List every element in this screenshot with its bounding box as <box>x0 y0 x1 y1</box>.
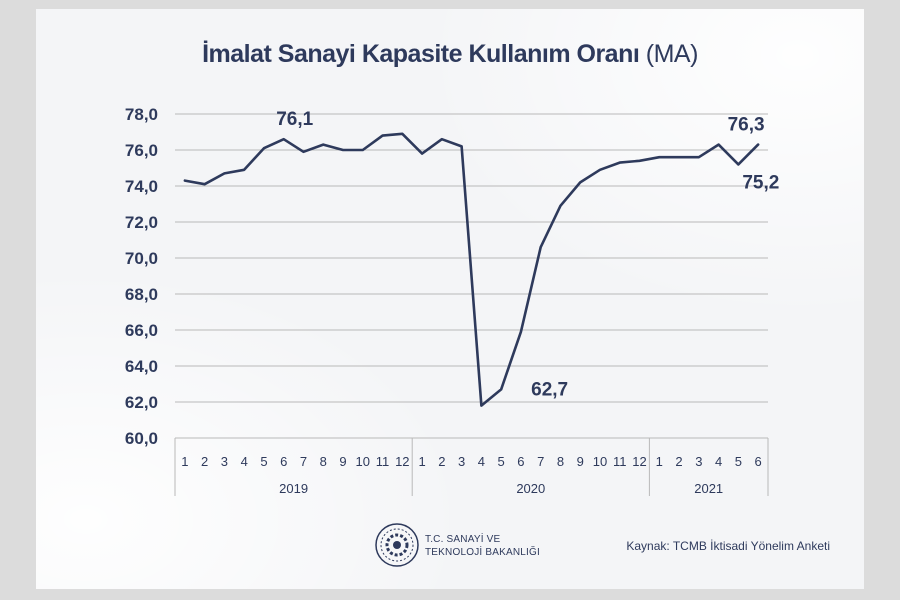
x-month-label: 2 <box>438 454 445 469</box>
x-month-label: 3 <box>458 454 465 469</box>
x-month-label: 9 <box>339 454 346 469</box>
chart-title: İmalat Sanayi Kapasite Kullanım Oranı (M… <box>0 40 900 69</box>
ministry-line-2: TEKNOLOJİ BAKANLIĞI <box>425 547 540 558</box>
x-month-label: 9 <box>577 454 584 469</box>
x-year-label: 2020 <box>516 481 545 496</box>
y-tick-label: 72,0 <box>125 213 158 232</box>
x-month-label: 6 <box>280 454 287 469</box>
ministry-logo-icon <box>375 523 419 567</box>
x-month-label: 5 <box>498 454 505 469</box>
x-year-label: 2019 <box>279 481 308 496</box>
data-label: 62,7 <box>531 379 568 400</box>
y-tick-label: 78,0 <box>125 105 158 124</box>
x-month-label: 3 <box>221 454 228 469</box>
ministry-line-1: T.C. SANAYİ VE <box>425 534 501 545</box>
x-month-label: 7 <box>537 454 544 469</box>
title-main: İmalat Sanayi Kapasite Kullanım Oranı <box>202 40 640 68</box>
x-month-label: 1 <box>181 454 188 469</box>
y-tick-label: 60,0 <box>125 429 158 448</box>
y-tick-label: 66,0 <box>125 321 158 340</box>
x-month-label: 1 <box>656 454 663 469</box>
y-tick-label: 68,0 <box>125 285 158 304</box>
data-label: 76,3 <box>728 115 765 136</box>
y-tick-label: 64,0 <box>125 357 158 376</box>
y-tick-label: 74,0 <box>125 177 158 196</box>
x-month-label: 5 <box>260 454 267 469</box>
x-month-label: 11 <box>376 454 390 469</box>
ministry-name: T.C. SANAYİ VE TEKNOLOJİ BAKANLIĞI <box>425 533 540 559</box>
title-suffix: (MA) <box>645 40 699 68</box>
x-month-label: 6 <box>517 454 524 469</box>
x-month-label: 12 <box>632 454 646 469</box>
x-month-label: 8 <box>557 454 564 469</box>
source-note: Kaynak: TCMB İktisadi Yönelim Anketi <box>626 539 830 553</box>
x-month-label: 10 <box>593 454 607 469</box>
x-month-label: 10 <box>356 454 370 469</box>
x-month-label: 7 <box>300 454 307 469</box>
x-month-label: 11 <box>613 454 627 469</box>
x-month-label: 6 <box>754 454 761 469</box>
x-year-label: 2021 <box>694 481 723 496</box>
x-month-label: 4 <box>478 454 485 469</box>
x-month-label: 2 <box>201 454 208 469</box>
x-month-label: 3 <box>695 454 702 469</box>
x-month-label: 5 <box>735 454 742 469</box>
y-tick-label: 62,0 <box>125 393 158 412</box>
x-month-label: 1 <box>418 454 425 469</box>
y-tick-label: 76,0 <box>125 141 158 160</box>
x-month-label: 12 <box>395 454 409 469</box>
data-label: 76,1 <box>276 109 313 130</box>
chart-card <box>36 9 864 589</box>
data-label: 75,2 <box>742 172 779 193</box>
x-month-label: 4 <box>241 454 248 469</box>
x-month-label: 8 <box>320 454 327 469</box>
x-month-label: 4 <box>715 454 722 469</box>
series-line <box>183 132 760 407</box>
y-tick-label: 70,0 <box>125 249 158 268</box>
x-month-label: 2 <box>675 454 682 469</box>
